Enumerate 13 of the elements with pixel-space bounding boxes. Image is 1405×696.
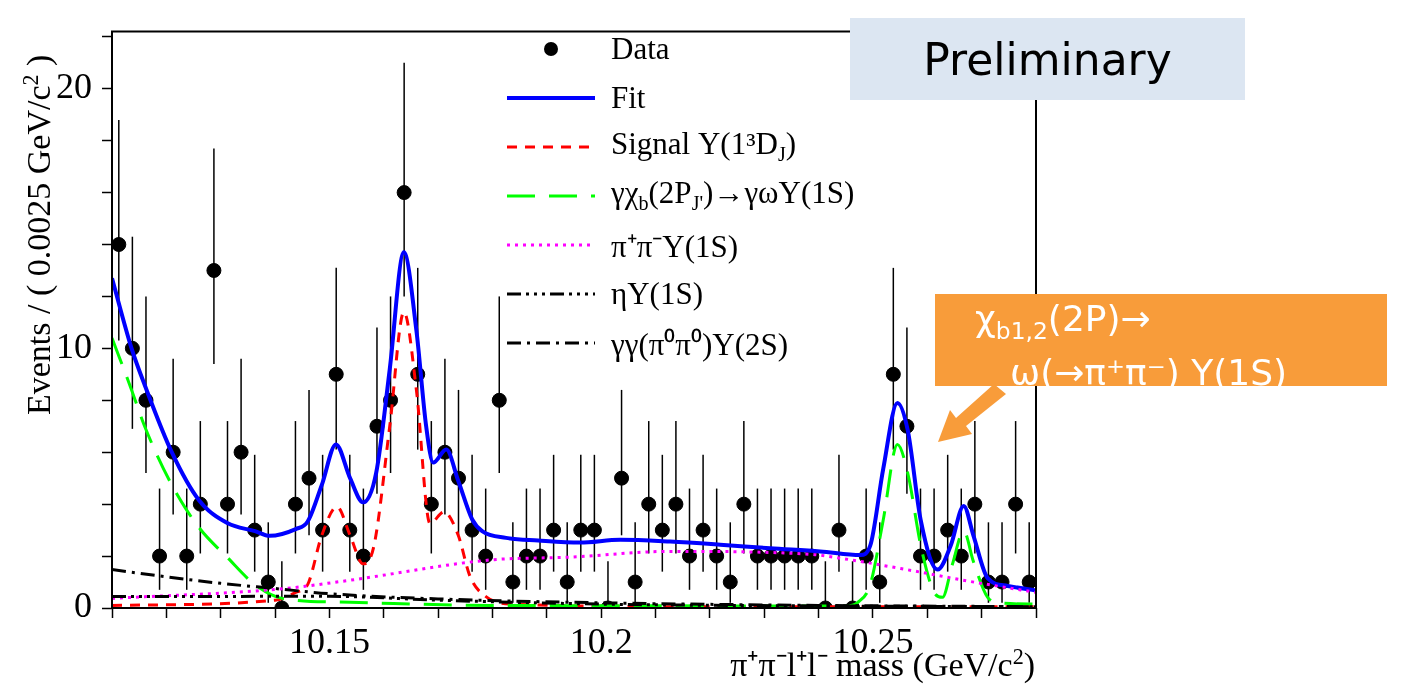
legend-label: ηΥ(1S) [611,275,703,312]
legend-label: Fit [611,79,646,116]
legend-label: Signal Υ(1³D$_{J}$) [611,126,797,167]
y-tick-label: 10 [56,325,92,366]
legend-label: γχ$_{b}$(2P$_{J'}$)→γωΥ(1S) [611,175,855,216]
x-tick-label: 10.15 [288,621,370,662]
y-tick-label: 20 [56,66,92,107]
legend-label: γγ(π⁰π⁰)Υ(2S) [611,325,789,364]
legend-label: Data [611,30,670,67]
legend-label: π⁺π⁻Υ(1S) [611,227,739,266]
y-tick-label: 0 [74,585,92,626]
annotation: χ$_{b1,2}$(2P)→ ω(→π⁺π⁻) Υ(1S) [974,297,1289,394]
x-tick-label: 10.2 [569,621,633,662]
